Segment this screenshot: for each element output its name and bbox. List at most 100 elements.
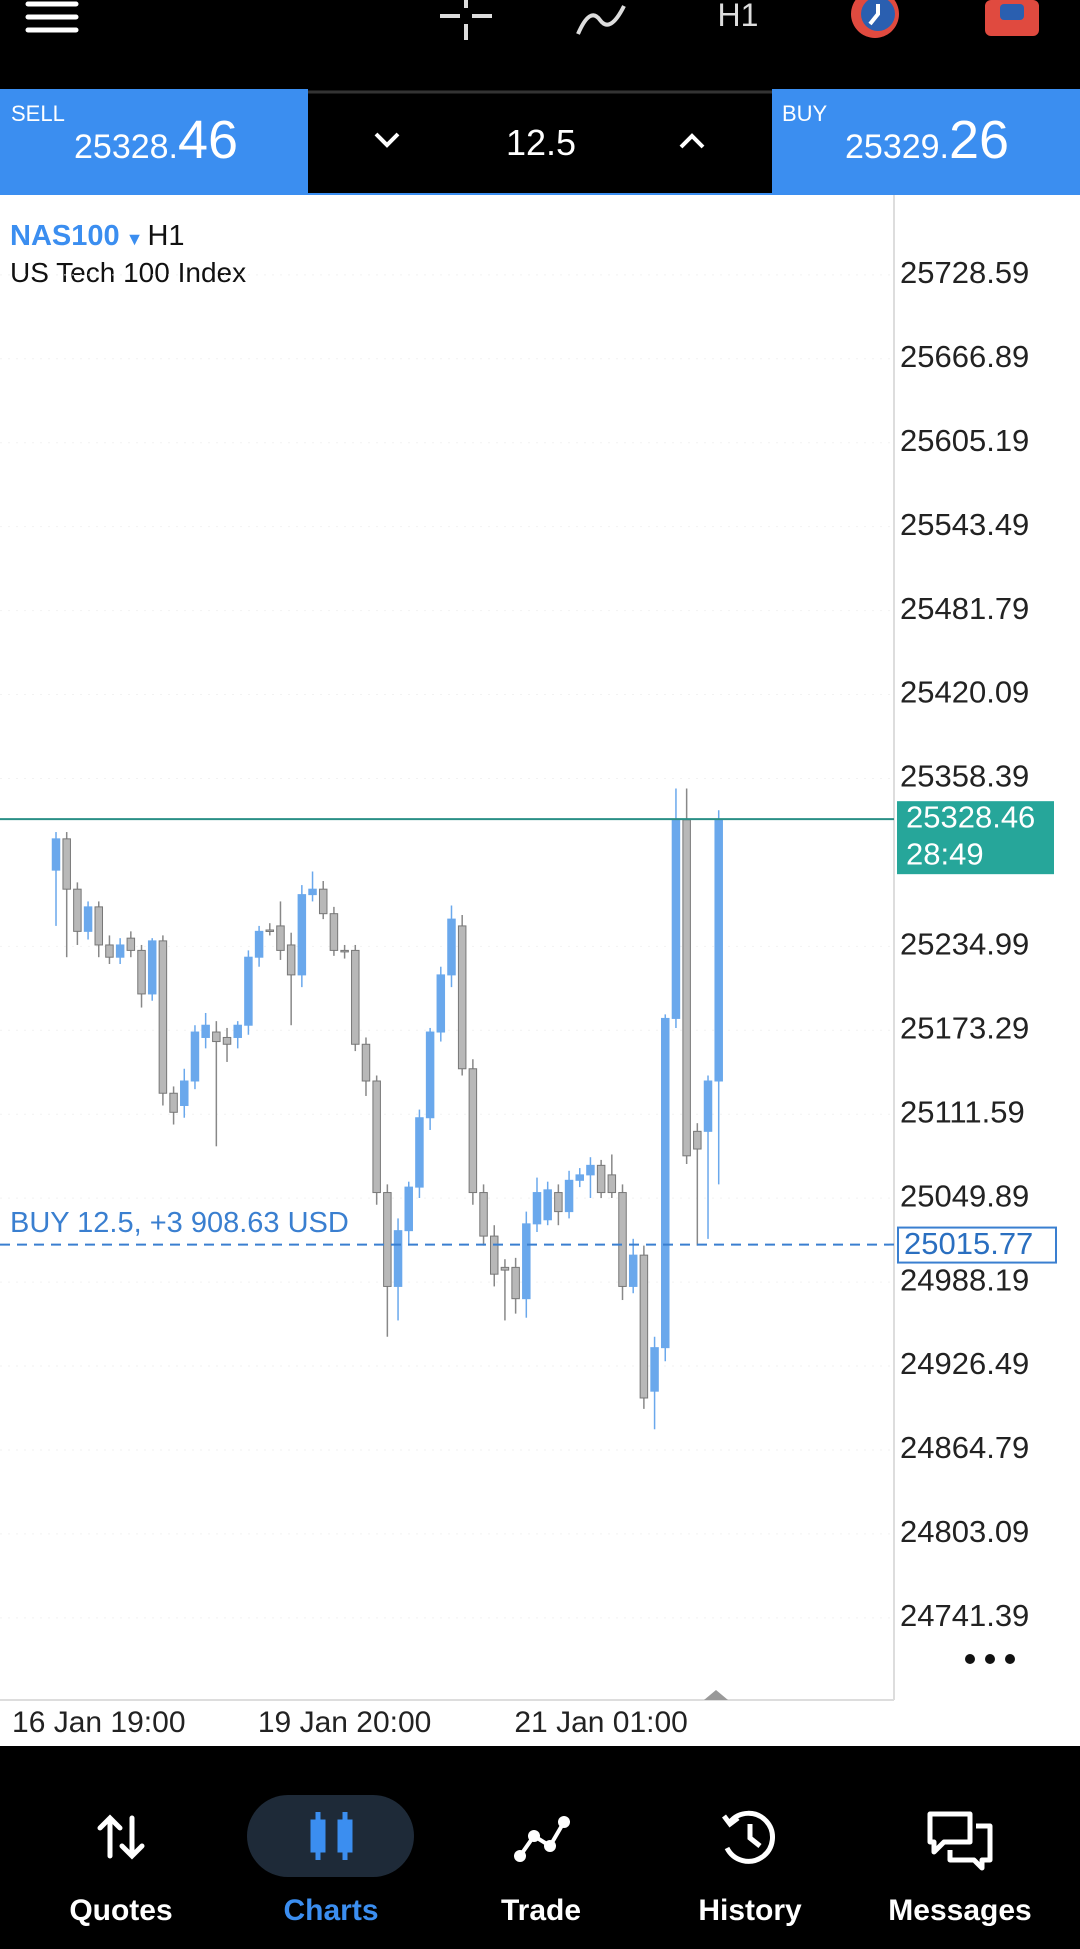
volume-up[interactable]: [679, 133, 705, 149]
buy-price: 25329.26: [845, 110, 1009, 170]
candle-body: [468, 1068, 478, 1194]
symbol[interactable]: NAS100: [10, 220, 120, 252]
position-price-label: 25015.77: [904, 1226, 1033, 1261]
candle-body: [329, 913, 339, 951]
candle-body: [650, 1347, 659, 1392]
nav-active-pill: [247, 1795, 414, 1877]
candle-body: [661, 1017, 670, 1349]
crosshair-button[interactable]: [440, 0, 492, 40]
y-tick-label: 24926.49: [900, 1346, 1029, 1381]
candle-body: [404, 1186, 413, 1232]
scroll-marker: [704, 1690, 728, 1700]
volume-down[interactable]: [374, 132, 400, 148]
x-tick-label: 21 Jan 01:00: [514, 1706, 687, 1739]
sell-price-big: 46: [178, 110, 238, 170]
y-tick-label: 25543.49: [900, 507, 1029, 542]
candle-body: [671, 819, 681, 1019]
y-tick-label: 25728.59: [900, 255, 1029, 290]
candle-body: [393, 1230, 403, 1287]
candle-body: [286, 944, 296, 976]
y-tick-label: 25666.89: [900, 339, 1029, 374]
nav-label[interactable]: History: [698, 1894, 802, 1927]
y-tick-label: 24864.79: [900, 1430, 1029, 1465]
candle-body: [489, 1235, 499, 1275]
history-icon: [722, 1810, 775, 1864]
messages-icon: [927, 1811, 993, 1871]
candle-body: [180, 1080, 189, 1106]
current-price-label: 25328.46: [906, 799, 1035, 834]
buy-button[interactable]: [772, 89, 1080, 194]
candle-body: [575, 1174, 585, 1181]
candle-body: [201, 1024, 210, 1038]
candle-body: [500, 1266, 510, 1271]
candle-body: [425, 1031, 435, 1119]
quotes-icon: [97, 1814, 145, 1860]
y-tick-label: 25049.89: [900, 1178, 1029, 1213]
candle-body: [244, 956, 253, 1026]
nav-label[interactable]: Quotes: [69, 1894, 172, 1927]
position-label: BUY 12.5, +3 908.63 USD: [10, 1207, 349, 1239]
candle-body: [607, 1174, 617, 1194]
candle-body: [158, 940, 168, 1094]
sell-button[interactable]: [0, 89, 308, 194]
candle-body: [254, 930, 264, 958]
candle-body: [596, 1164, 606, 1194]
nav-label[interactable]: Charts: [283, 1894, 378, 1927]
menu-button[interactable]: [25, 1, 79, 33]
x-tick-label: 19 Jan 20:00: [258, 1706, 431, 1739]
candle-body: [340, 949, 349, 953]
candle-body: [83, 906, 93, 932]
x-tick-label: 16 Jan 19:00: [12, 1706, 185, 1739]
symbol-description: US Tech 100 Index: [10, 257, 246, 288]
history-button[interactable]: [851, 0, 899, 38]
candle-body: [436, 974, 446, 1033]
bottom-nav: [0, 1746, 1080, 1949]
current-price-box: [897, 801, 1054, 875]
candle-body: [554, 1192, 563, 1213]
sell-price-main: 25328.: [74, 128, 178, 166]
candle-body: [137, 949, 146, 995]
candle-body: [351, 949, 360, 1045]
candle-body: [682, 819, 691, 1157]
sell-label: SELL: [11, 101, 65, 126]
candle-body: [265, 929, 275, 932]
candle-body: [714, 819, 723, 1082]
plot: 25728.59 25666.89 25605.19 25543.49 25481.79…: [0, 255, 1057, 1739]
candle-body: [105, 944, 114, 958]
toolbar: [0, 0, 1080, 89]
candle-body: [532, 1192, 542, 1225]
chart-area: [0, 195, 1080, 1746]
candle-body: [457, 925, 467, 1070]
candle-body: [190, 1031, 200, 1082]
candle-body: [447, 918, 456, 976]
candle-body: [212, 1031, 221, 1043]
buy-label: BUY: [782, 101, 828, 126]
candle-body: [318, 888, 328, 915]
volume[interactable]: 12.5: [506, 122, 576, 163]
candle-body: [618, 1192, 627, 1287]
sell-price: 25328.46: [74, 110, 238, 170]
candle-body: [73, 888, 82, 932]
y-tick-label: 25173.29: [900, 1010, 1029, 1045]
chart-timeframe: H1: [147, 220, 184, 252]
trade-button[interactable]: [985, 0, 1039, 36]
more-button[interactable]: [965, 1654, 1015, 1664]
y-tick-label: 24803.09: [900, 1514, 1029, 1549]
candle-body: [308, 888, 317, 896]
candle-body: [297, 894, 307, 976]
indicators-button[interactable]: [576, 5, 626, 35]
candle-body: [222, 1036, 232, 1045]
trade-icon: [514, 1816, 570, 1862]
candle-body: [276, 925, 285, 951]
charts-icon: [310, 1812, 353, 1860]
candle-body: [564, 1179, 574, 1213]
y-tick-label: 25358.39: [900, 759, 1029, 794]
symbol-line: NAS100 ▼ H1: [10, 220, 185, 252]
nav-label[interactable]: Messages: [888, 1894, 1031, 1927]
y-tick-label: 25111.59: [900, 1094, 1025, 1129]
candle-body: [383, 1192, 392, 1287]
timeframe-button[interactable]: H1: [718, 0, 759, 33]
nav-label[interactable]: Trade: [501, 1894, 581, 1927]
y-tick-label: 24988.19: [900, 1262, 1029, 1297]
